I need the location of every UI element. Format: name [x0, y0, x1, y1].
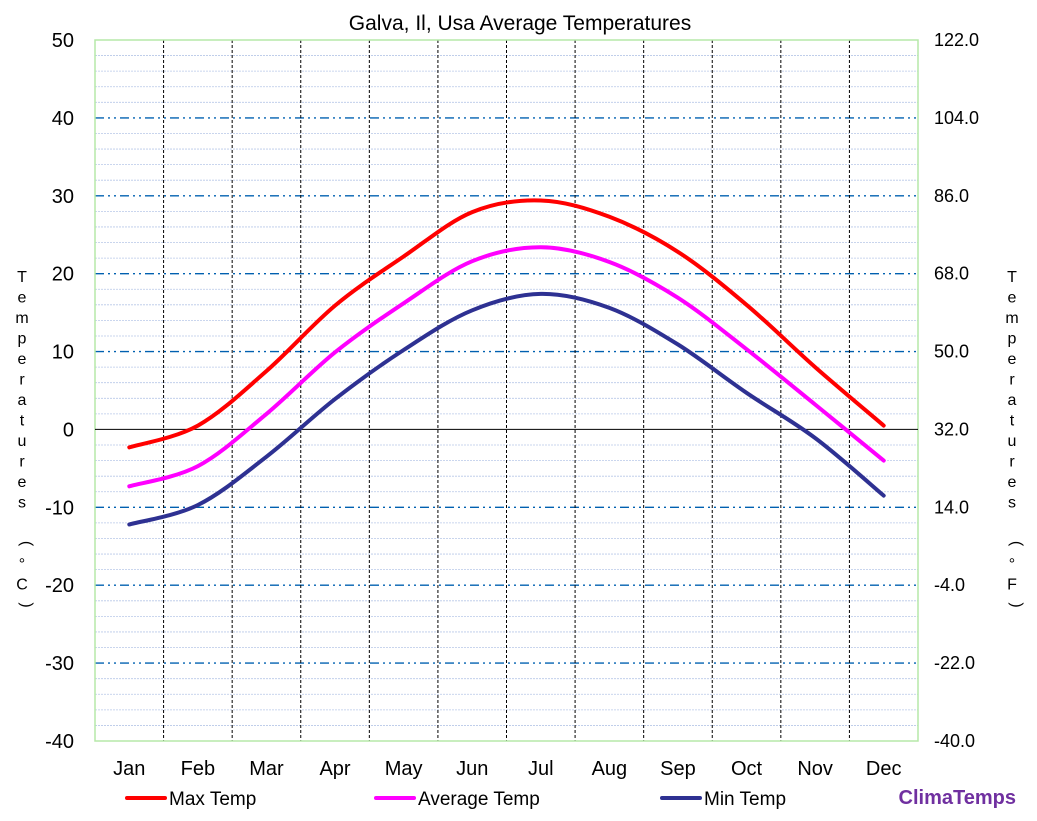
average-temp-line [127, 245, 886, 489]
axis-label-char: e [1008, 290, 1017, 307]
legend-max-temp-label: Max Temp [169, 789, 256, 810]
celsius-tick-label: 10 [52, 342, 74, 364]
axis-label-char: t [1010, 413, 1015, 430]
max-temp-line [127, 198, 886, 450]
axis-label-char: ( [1008, 541, 1025, 547]
min-temp-line [127, 291, 886, 527]
axis-label-char: e [1008, 351, 1017, 368]
plot-area-border [94, 39, 919, 742]
axis-label-char: ) [18, 602, 35, 607]
axis-label-char: a [18, 392, 27, 409]
month-label: Aug [592, 758, 628, 780]
fahrenheit-tick-label: 50.0 [934, 342, 969, 362]
celsius-tick-label: -40 [45, 731, 74, 753]
celsius-tick-label: 50 [52, 30, 74, 52]
fahrenheit-tick-label: 32.0 [934, 419, 969, 439]
axis-label-char: ° [1009, 556, 1015, 573]
axis-label-char: ) [1008, 602, 1025, 607]
fahrenheit-tick-label: 14.0 [934, 497, 969, 517]
axis-label-char: p [18, 331, 27, 348]
axis-label-char: F [1007, 577, 1017, 594]
legend-min-temp-label: Min Temp [704, 789, 786, 810]
month-label: Jul [528, 758, 554, 780]
axis-label-char: t [20, 413, 25, 430]
month-gridlines [163, 40, 850, 741]
celsius-tick-label: -20 [45, 575, 74, 597]
axis-label-char: r [1009, 454, 1015, 471]
celsius-tick-label: 20 [52, 264, 74, 286]
month-label: Nov [797, 758, 833, 780]
axis-label-char: m [15, 310, 28, 327]
fahrenheit-tick-label: -40.0 [934, 731, 975, 751]
axis-label-char: e [18, 474, 27, 491]
axis-label-char: T [17, 269, 27, 286]
axis-label-char: a [1008, 392, 1017, 409]
month-label: Mar [249, 758, 284, 780]
climatemps-logo[interactable]: ClimaTemps [899, 787, 1016, 809]
fahrenheit-tick-label: -22.0 [934, 653, 975, 673]
month-axis-ticks: Jan Feb Mar Apr May Jun Jul Aug Sep Oct Nov Dec [113, 758, 901, 780]
fahrenheit-tick-label: 104.0 [934, 108, 979, 128]
celsius-axis-ticks: 50 40 30 20 10 0 -10 -20 -30 -40 [45, 30, 74, 753]
month-label: Jun [456, 758, 488, 780]
celsius-tick-label: 40 [52, 108, 74, 130]
celsius-tick-label: 30 [52, 186, 74, 208]
fahrenheit-tick-label: 68.0 [934, 264, 969, 284]
axis-label-char: ° [19, 556, 25, 573]
axis-label-char: s [1008, 495, 1016, 512]
celsius-axis-label: Temperatures(°C) [15, 269, 35, 608]
series-lines [127, 198, 886, 527]
axis-label-char: r [19, 454, 25, 471]
axis-label-char: r [19, 372, 25, 389]
axis-label-char: C [16, 577, 28, 594]
axis-label-char: p [1008, 331, 1017, 348]
month-label: Sep [660, 758, 696, 780]
fahrenheit-tick-label: -4.0 [934, 575, 965, 595]
celsius-tick-label: 0 [63, 419, 74, 441]
month-label: Jan [113, 758, 145, 780]
fahrenheit-axis-ticks: 122.0 104.0 86.0 68.0 50.0 32.0 14.0 -4.0 -22.0 -… [934, 30, 979, 751]
axis-label-char: r [1009, 372, 1015, 389]
axis-label-char: T [1007, 269, 1017, 286]
legend: Max Temp Average Temp Min Temp [125, 789, 786, 810]
celsius-tick-label: -30 [45, 653, 74, 675]
axis-label-char: s [18, 495, 26, 512]
axis-label-char: m [1005, 310, 1018, 327]
chart-title: Galva, Il, Usa Average Temperatures [349, 12, 691, 35]
month-label: Dec [866, 758, 902, 780]
fahrenheit-tick-label: 122.0 [934, 30, 979, 50]
month-label: May [385, 758, 423, 780]
fahrenheit-tick-label: 86.0 [934, 186, 969, 206]
month-label: Oct [731, 758, 763, 780]
month-label: Apr [319, 758, 350, 780]
month-label: Feb [181, 758, 215, 780]
axis-label-char: u [1008, 433, 1017, 450]
axis-label-char: ( [18, 541, 35, 547]
axis-label-char: u [18, 433, 27, 450]
celsius-tick-label: -10 [45, 497, 74, 519]
axis-label-char: e [1008, 474, 1017, 491]
axis-label-char: e [18, 290, 27, 307]
axis-label-char: e [18, 351, 27, 368]
legend-average-temp-label: Average Temp [418, 789, 540, 810]
fahrenheit-axis-label: Temperatures(°F) [1005, 269, 1025, 608]
